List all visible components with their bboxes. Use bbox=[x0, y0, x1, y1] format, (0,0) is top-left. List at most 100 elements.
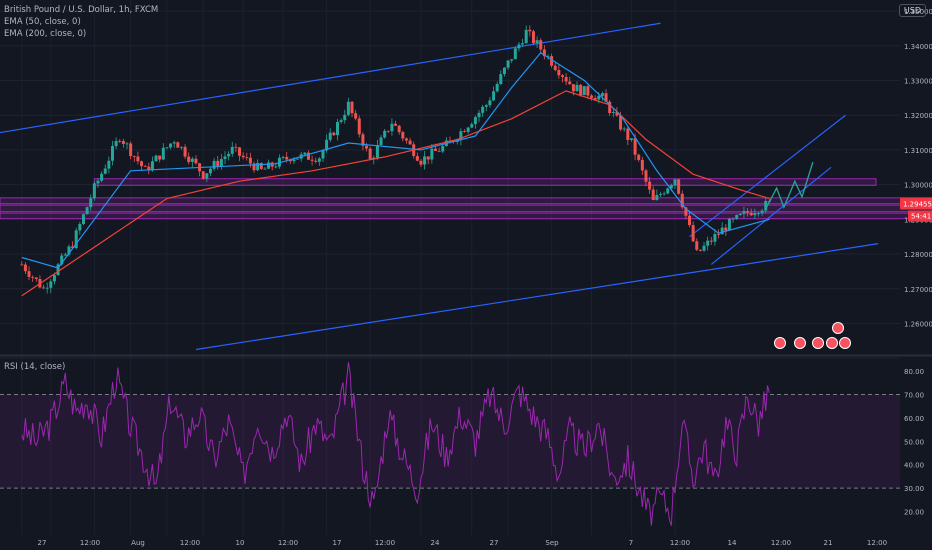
candle-body bbox=[600, 93, 604, 96]
candle-body bbox=[223, 156, 227, 160]
candle-body bbox=[666, 188, 670, 194]
candle-body bbox=[546, 56, 550, 57]
zone-2 bbox=[0, 197, 932, 205]
candle-body bbox=[579, 84, 583, 96]
candle-body bbox=[561, 75, 564, 78]
candle-body bbox=[245, 157, 249, 158]
candle-body bbox=[49, 281, 53, 288]
price-badges: 1.29455 54:41 bbox=[900, 197, 932, 222]
candle-body bbox=[194, 158, 198, 164]
candle-body bbox=[154, 155, 158, 162]
candle-body bbox=[433, 148, 437, 151]
candle-body bbox=[136, 156, 140, 162]
candle-body bbox=[680, 193, 684, 208]
symbol-title[interactable]: British Pound / U.S. Dollar, 1h, FXCM bbox=[4, 5, 159, 15]
candle-body bbox=[528, 29, 532, 32]
candle-body bbox=[466, 127, 470, 132]
candle-body bbox=[20, 264, 24, 266]
candle-body bbox=[212, 160, 216, 169]
time-tick-label: 21 bbox=[824, 539, 833, 547]
candle-body bbox=[499, 74, 503, 85]
projection-path[interactable] bbox=[765, 161, 814, 210]
candle-body bbox=[510, 59, 514, 61]
candle-body bbox=[114, 140, 118, 147]
rsi-legend[interactable]: RSI (14, close) bbox=[4, 362, 66, 372]
candle-body bbox=[684, 207, 688, 216]
candle-body bbox=[107, 160, 111, 169]
candle-body bbox=[317, 158, 321, 162]
candle-body bbox=[644, 170, 648, 182]
candle-body bbox=[575, 84, 579, 92]
candle-body bbox=[71, 246, 75, 249]
zone-3 bbox=[0, 204, 932, 213]
candle-body bbox=[437, 150, 441, 152]
candle-body bbox=[615, 112, 619, 116]
candle-body bbox=[343, 114, 347, 121]
rising-channel-bottom-line bbox=[710, 166, 832, 265]
price-tick-label: 1.32000 bbox=[904, 112, 932, 120]
time-tick-label: 27 bbox=[490, 539, 499, 547]
candle-body bbox=[495, 84, 499, 92]
candle-body bbox=[379, 137, 383, 145]
candle-body bbox=[502, 67, 506, 75]
candle-body bbox=[147, 166, 151, 171]
event-markers[interactable] bbox=[774, 322, 851, 349]
candle-body bbox=[582, 86, 586, 96]
candle-body bbox=[720, 227, 724, 235]
candle-body bbox=[121, 141, 125, 144]
economic-event-icon bbox=[832, 322, 844, 334]
candle-body bbox=[158, 155, 162, 160]
candle-body bbox=[125, 143, 129, 145]
candle-body bbox=[390, 123, 394, 132]
candle-body bbox=[274, 166, 278, 168]
price-tick-label: 1.35000 bbox=[904, 8, 932, 16]
candle-body bbox=[256, 163, 260, 171]
channel-lower-line bbox=[195, 243, 879, 351]
candle-body bbox=[56, 264, 60, 276]
candle-body bbox=[150, 161, 154, 171]
candle-body bbox=[484, 105, 488, 107]
candle-body bbox=[143, 166, 147, 167]
candle-body bbox=[219, 159, 223, 167]
candle-body bbox=[357, 118, 361, 135]
candle-body bbox=[608, 101, 612, 114]
candle-body bbox=[386, 130, 390, 132]
support-resistance-zones[interactable] bbox=[0, 178, 932, 220]
ema200-line bbox=[21, 90, 770, 297]
candle-body bbox=[259, 163, 263, 169]
candle-body bbox=[401, 132, 405, 139]
candle-body bbox=[63, 254, 67, 256]
candle-body bbox=[415, 156, 419, 161]
candle-body bbox=[252, 163, 256, 171]
candle-body bbox=[695, 241, 699, 250]
candle-body bbox=[176, 142, 180, 148]
candle-body bbox=[521, 43, 525, 45]
candle-body bbox=[702, 245, 706, 251]
candle-body bbox=[473, 117, 477, 125]
candle-body bbox=[31, 276, 35, 278]
candle-body bbox=[314, 160, 318, 162]
candle-body bbox=[296, 158, 300, 160]
trendlines[interactable] bbox=[0, 22, 879, 351]
rsi-tick-label: 70.00 bbox=[904, 391, 924, 399]
candle-body bbox=[368, 148, 372, 160]
candle-body bbox=[640, 159, 644, 171]
candle-body bbox=[677, 179, 681, 194]
rsi-tick-label: 40.00 bbox=[904, 462, 924, 470]
candle-body bbox=[633, 138, 637, 155]
candle-body bbox=[539, 40, 543, 50]
candle-body bbox=[542, 49, 546, 57]
ema50-legend[interactable]: EMA (50, close, 0) bbox=[4, 17, 81, 27]
candle-body bbox=[753, 213, 757, 216]
candle-body bbox=[764, 200, 768, 211]
candle-body bbox=[470, 124, 474, 128]
ema200-legend[interactable]: EMA (200, close, 0) bbox=[4, 29, 87, 39]
candle-body bbox=[586, 86, 590, 96]
candle-body bbox=[423, 156, 427, 165]
time-tick-label: 12:00 bbox=[771, 539, 791, 547]
candle-body bbox=[404, 138, 408, 141]
currency-button[interactable]: USD bbox=[898, 4, 926, 17]
candle-body bbox=[571, 84, 575, 92]
price-tick-label: 1.27000 bbox=[904, 286, 932, 294]
